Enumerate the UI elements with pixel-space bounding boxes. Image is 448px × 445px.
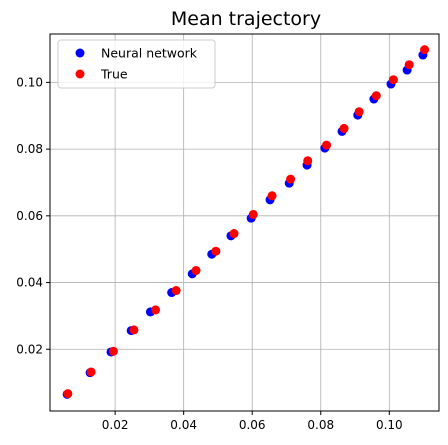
point-true — [129, 325, 139, 335]
point-true — [171, 286, 181, 296]
point-true — [248, 209, 258, 219]
point-true — [86, 367, 96, 377]
x-tick-label: 0.02 — [102, 418, 129, 432]
y-tick-label: 0.02 — [16, 342, 43, 356]
point-true — [420, 45, 430, 55]
x-tick-label: 0.08 — [307, 418, 334, 432]
plot-frame — [49, 33, 440, 412]
chart-title: Mean trajectory — [171, 8, 321, 30]
point-true — [108, 346, 118, 356]
y-tick-label: 0.06 — [16, 209, 43, 223]
point-true — [371, 91, 381, 101]
legend-label-neural-network: Neural network — [101, 46, 198, 61]
legend-label-true: True — [100, 67, 128, 82]
point-true — [339, 123, 349, 133]
legend-marker-true — [75, 69, 85, 79]
point-true — [211, 246, 221, 256]
legend-box — [57, 39, 216, 89]
y-tick-label: 0.04 — [16, 276, 43, 290]
point-true — [63, 389, 73, 399]
point-true — [354, 107, 364, 117]
point-true — [267, 191, 277, 201]
point-true — [286, 174, 296, 184]
y-tick-label: 0.10 — [16, 75, 43, 89]
legend-marker-neural-network — [75, 48, 85, 58]
point-true — [388, 75, 398, 85]
data-points — [62, 45, 430, 399]
point-true — [151, 305, 161, 315]
y-tick-label: 0.08 — [16, 142, 43, 156]
x-tick-label: 0.06 — [239, 418, 266, 432]
x-tick-label: 0.04 — [170, 418, 197, 432]
legend: Neural network True — [57, 39, 216, 89]
point-true — [191, 266, 201, 276]
point-true — [322, 140, 332, 150]
x-tick-label: 0.10 — [376, 418, 403, 432]
point-true — [229, 229, 239, 239]
point-true — [303, 156, 313, 166]
axis-ticks: 0.02 0.04 0.06 0.08 0.10 0.02 0.04 0.06 0.08 0.10 — [16, 75, 402, 432]
point-true — [404, 60, 414, 70]
